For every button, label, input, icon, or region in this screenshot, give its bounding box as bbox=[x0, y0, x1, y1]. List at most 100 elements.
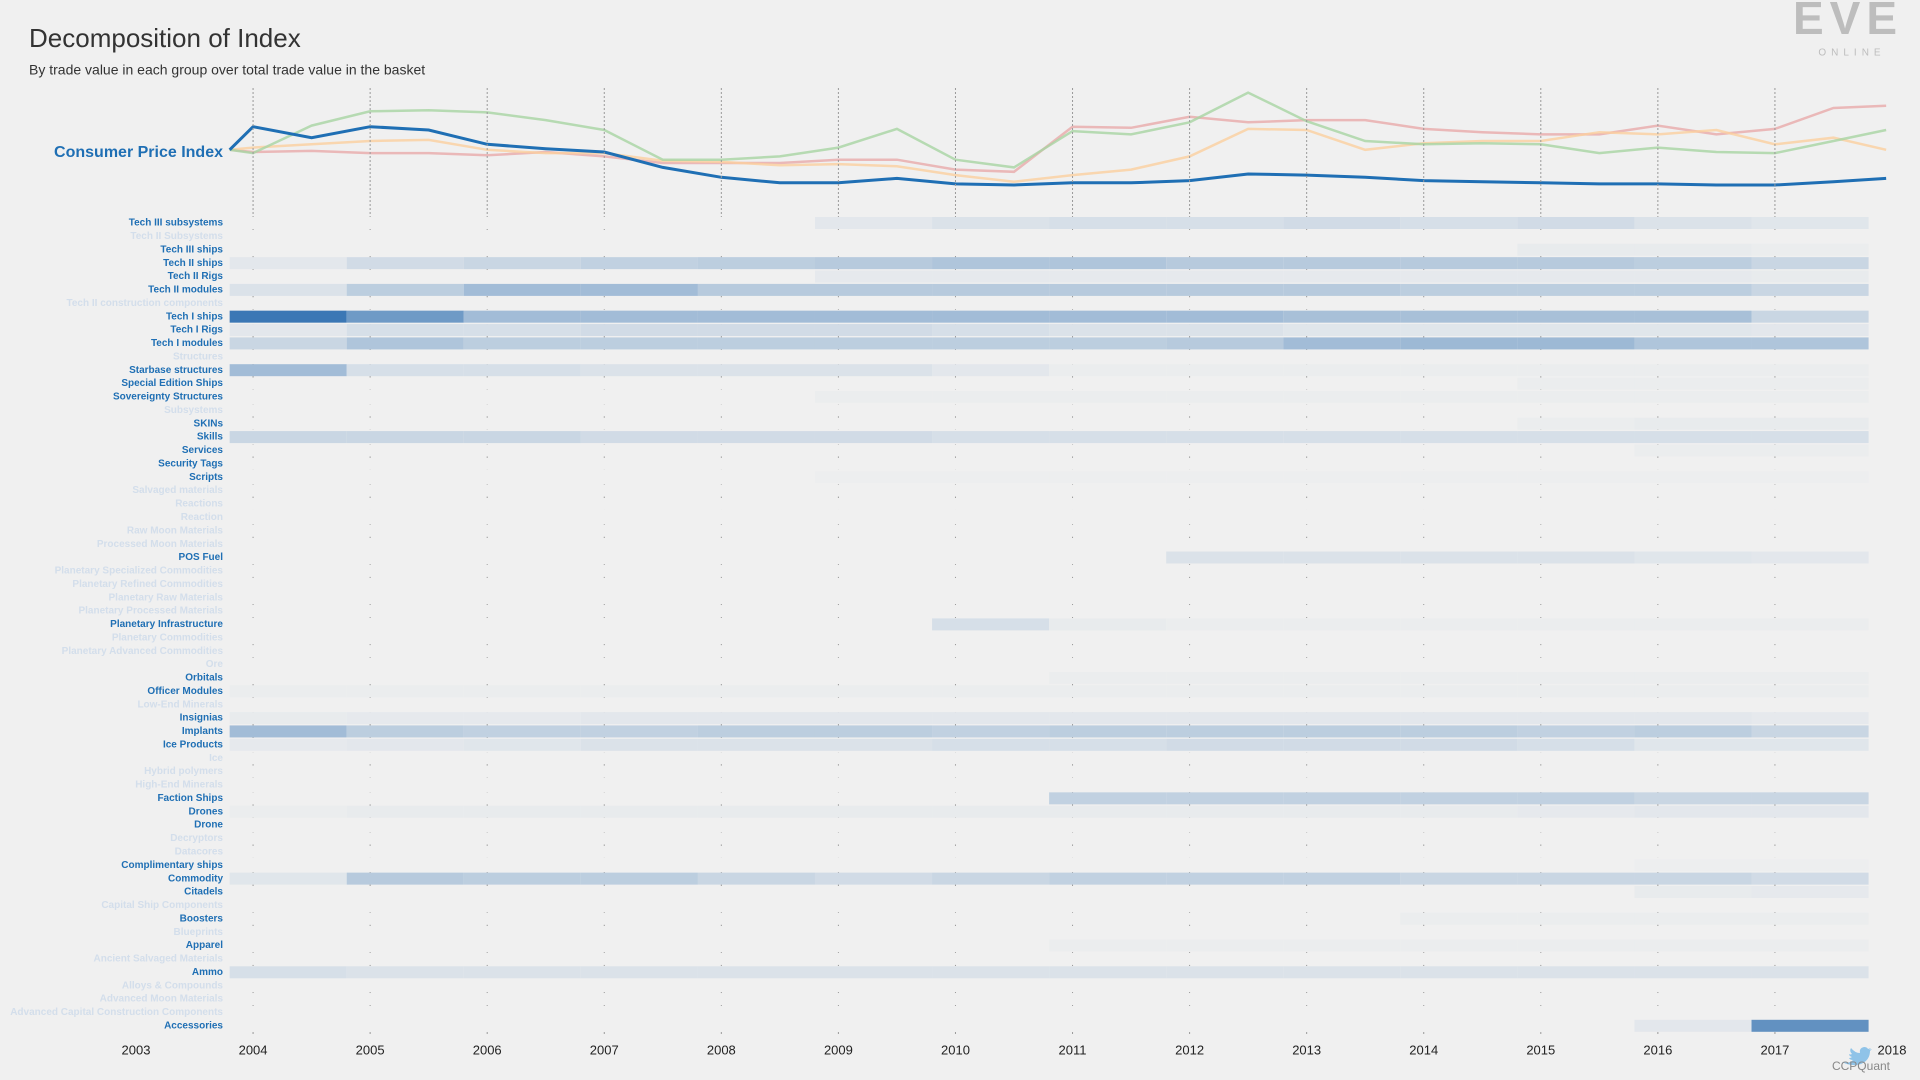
heat-cell bbox=[580, 725, 698, 738]
heat-cell bbox=[814, 778, 933, 791]
heat-cell bbox=[1400, 819, 1518, 832]
heat-cell bbox=[1049, 337, 1167, 350]
heat-cell bbox=[1049, 230, 1167, 243]
heat-cell bbox=[932, 497, 1050, 510]
heat-cell bbox=[1400, 618, 1518, 631]
heat-cell bbox=[463, 899, 581, 912]
heat-cell bbox=[463, 966, 581, 979]
heat-cell bbox=[346, 778, 464, 791]
heat-cell bbox=[1517, 310, 1635, 323]
heat-cell bbox=[1634, 417, 1752, 430]
twitter-icon bbox=[1842, 1047, 1872, 1066]
heat-cell bbox=[229, 658, 347, 671]
heat-cell bbox=[1400, 404, 1518, 417]
heat-cell bbox=[1049, 712, 1167, 725]
heat-cell bbox=[229, 270, 347, 283]
heat-cell bbox=[1166, 618, 1284, 631]
heat-cell bbox=[580, 886, 698, 898]
heat-cell bbox=[1400, 471, 1518, 484]
heat-cell bbox=[1517, 698, 1635, 711]
heat-cell bbox=[697, 243, 815, 256]
heat-cell bbox=[1400, 605, 1518, 618]
heat-cell bbox=[1166, 230, 1284, 243]
heat-cell bbox=[932, 819, 1050, 832]
heat-cell bbox=[1049, 497, 1167, 510]
heat-cell bbox=[1634, 511, 1752, 524]
heat-cell bbox=[1283, 752, 1401, 765]
heat-cell bbox=[814, 765, 933, 778]
heat-cell bbox=[814, 966, 933, 979]
heat-cell bbox=[932, 792, 1050, 805]
heat-cell bbox=[1166, 471, 1284, 484]
heat-cell bbox=[1634, 404, 1752, 417]
subtitle: By trade value in each group over total … bbox=[29, 62, 425, 78]
heat-cell bbox=[1517, 497, 1635, 510]
heat-cell bbox=[932, 765, 1050, 778]
row-label: Blueprints bbox=[174, 927, 224, 938]
heat-cell bbox=[814, 511, 933, 524]
heat-cell bbox=[814, 698, 933, 711]
heat-cell bbox=[580, 564, 698, 577]
heat-cell bbox=[229, 886, 347, 898]
x-tick-label: 2018 bbox=[1878, 1042, 1907, 1057]
heat-cell bbox=[1751, 444, 1869, 457]
heat-cell bbox=[1283, 671, 1401, 684]
heat-cell bbox=[1166, 912, 1284, 925]
heat-cell bbox=[1400, 752, 1518, 765]
x-tick-label: 2010 bbox=[941, 1042, 970, 1057]
heat-cell bbox=[580, 217, 698, 229]
row-label: Planetary Refined Commodities bbox=[72, 579, 223, 590]
heat-cell bbox=[229, 765, 347, 778]
heat-cell bbox=[1049, 605, 1167, 618]
heat-cell bbox=[1049, 645, 1167, 658]
heat-cell bbox=[1283, 283, 1401, 296]
heat-cell bbox=[580, 819, 698, 832]
heat-cell bbox=[697, 698, 815, 711]
heat-cell bbox=[814, 886, 933, 898]
heat-cell bbox=[814, 631, 933, 644]
heat-cell bbox=[1400, 912, 1518, 925]
row-label: Tech II modules bbox=[148, 285, 223, 296]
heat-cell bbox=[932, 257, 1050, 270]
heat-cell bbox=[346, 217, 464, 229]
heat-cell bbox=[1634, 872, 1752, 885]
heat-cell bbox=[229, 364, 347, 377]
row-label: Datacores bbox=[175, 847, 224, 858]
heat-cell bbox=[1400, 859, 1518, 872]
heat-cell bbox=[1283, 390, 1401, 403]
heat-cell bbox=[463, 431, 581, 444]
heat-cell bbox=[697, 993, 815, 1006]
heat-cell bbox=[1517, 484, 1635, 497]
heat-cell bbox=[1517, 404, 1635, 417]
heat-cell bbox=[697, 444, 815, 457]
heat-cell bbox=[463, 765, 581, 778]
heat-cell bbox=[1400, 457, 1518, 470]
heat-cell bbox=[463, 926, 581, 939]
heat-cell bbox=[1751, 752, 1869, 765]
heat-cell bbox=[346, 805, 464, 818]
heat-cell bbox=[463, 872, 581, 885]
heat-cell bbox=[932, 538, 1050, 551]
heat-cell bbox=[346, 511, 464, 524]
heat-cell bbox=[346, 310, 464, 323]
heat-cell bbox=[1049, 524, 1167, 537]
heat-cell bbox=[1283, 712, 1401, 725]
heat-cell bbox=[1751, 819, 1869, 832]
heat-cell bbox=[697, 337, 815, 350]
heat-cell bbox=[1517, 217, 1635, 229]
heat-cell bbox=[1517, 993, 1635, 1006]
heat-cell bbox=[814, 645, 933, 658]
heat-cell bbox=[1166, 217, 1284, 229]
heat-cell bbox=[1400, 712, 1518, 725]
heat-cell bbox=[1283, 979, 1401, 992]
heat-cell bbox=[1400, 297, 1518, 310]
heat-cell bbox=[580, 752, 698, 765]
heat-cell bbox=[346, 926, 464, 939]
heat-cell bbox=[1166, 738, 1284, 751]
row-label: High-End Minerals bbox=[135, 780, 223, 791]
heat-cell bbox=[932, 618, 1050, 631]
heat-cell bbox=[814, 952, 933, 965]
heat-cell bbox=[1751, 350, 1869, 363]
heat-cell bbox=[814, 444, 933, 457]
row-label: Tech II Subsystems bbox=[130, 231, 223, 242]
